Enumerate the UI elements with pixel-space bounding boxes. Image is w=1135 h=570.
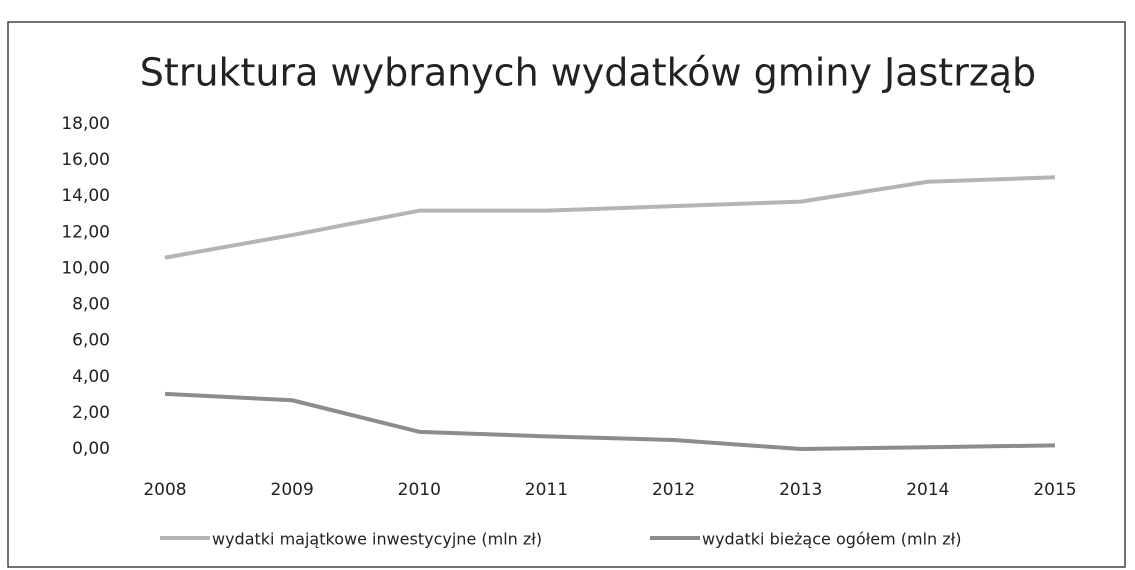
- y-tick-label: 12,00: [61, 222, 110, 242]
- x-tick-label: 2010: [398, 480, 441, 500]
- x-tick-label: 2012: [652, 480, 695, 500]
- x-tick-label: 2008: [143, 480, 186, 500]
- x-tick-label: 2014: [906, 480, 949, 500]
- x-tick-label: 2009: [271, 480, 314, 500]
- y-tick-label: 16,00: [61, 150, 110, 170]
- series-line: [164, 391, 1056, 451]
- y-tick-label: 8,00: [72, 295, 110, 315]
- legend-label: wydatki majątkowe inwestycyjne (mln zł): [212, 530, 542, 549]
- y-tick-label: 6,00: [72, 331, 110, 351]
- x-tick-label: 2015: [1033, 480, 1076, 500]
- y-tick-label: 0,00: [72, 439, 110, 459]
- legend-label: wydatki bieżące ogółem (mln zł): [702, 530, 961, 549]
- y-tick-label: 14,00: [61, 186, 110, 206]
- y-tick-label: 4,00: [72, 367, 110, 387]
- y-tick-label: 18,00: [61, 114, 110, 134]
- series-line: [164, 175, 1056, 260]
- chart-frame: [7, 21, 1126, 568]
- x-tick-label: 2013: [779, 480, 822, 500]
- chart-title: Struktura wybranych wydatków gminy Jastr…: [140, 51, 1036, 95]
- y-tick-label: 10,00: [61, 258, 110, 278]
- x-tick-label: 2011: [525, 480, 568, 500]
- y-tick-label: 2,00: [72, 403, 110, 423]
